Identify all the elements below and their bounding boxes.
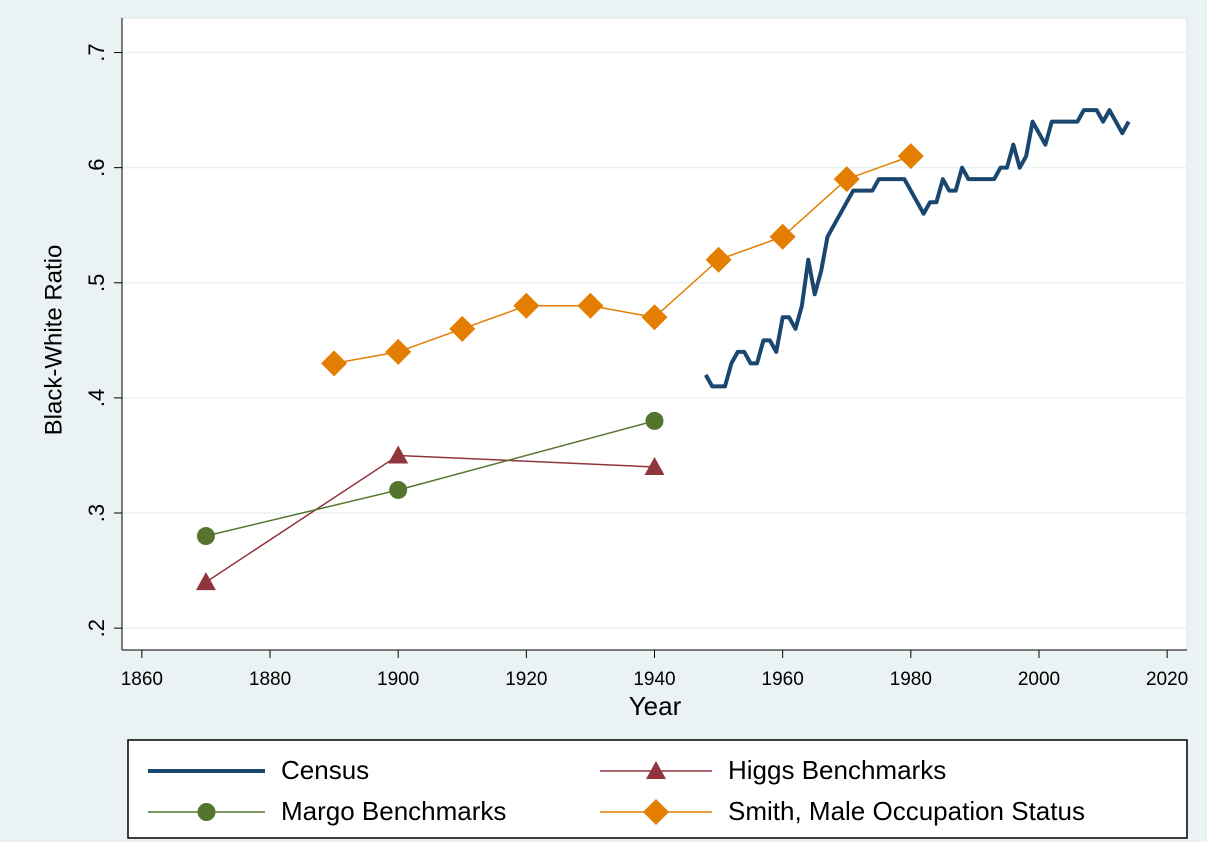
y-tick-label: .7 bbox=[84, 43, 109, 61]
y-tick-label: .6 bbox=[84, 158, 109, 176]
plot-area bbox=[121, 17, 1188, 651]
series-line bbox=[704, 108, 1131, 389]
marker bbox=[643, 799, 669, 825]
marker bbox=[389, 480, 408, 499]
marker bbox=[769, 223, 796, 250]
y-tick-label: .5 bbox=[84, 274, 109, 292]
marker bbox=[449, 315, 476, 342]
legend-label: Smith, Male Occupation Status bbox=[728, 796, 1085, 826]
marker bbox=[321, 350, 348, 377]
marker bbox=[641, 304, 668, 331]
x-tick-label: 1900 bbox=[377, 669, 419, 690]
x-tick-label: 1980 bbox=[890, 669, 932, 690]
x-tick-label: 1880 bbox=[249, 669, 291, 690]
marker bbox=[645, 411, 664, 430]
marker bbox=[833, 166, 860, 193]
marker bbox=[577, 292, 604, 319]
x-tick-label: 1920 bbox=[505, 669, 547, 690]
marker bbox=[196, 527, 215, 546]
marker bbox=[897, 143, 924, 170]
x-tick-label: 2000 bbox=[1018, 669, 1060, 690]
series-line bbox=[333, 155, 912, 365]
marker bbox=[513, 292, 540, 319]
x-axis-title: Year bbox=[629, 691, 682, 721]
marker bbox=[644, 456, 665, 475]
legend-label: Margo Benchmarks bbox=[281, 796, 506, 826]
y-tick-label: .4 bbox=[84, 389, 109, 407]
y-axis-title: Black-White Ratio bbox=[40, 245, 67, 436]
marker bbox=[195, 572, 216, 591]
marker bbox=[646, 761, 666, 779]
y-tick-label: .3 bbox=[84, 504, 109, 522]
x-tick-label: 1860 bbox=[121, 669, 163, 690]
legend-label: Higgs Benchmarks bbox=[728, 755, 946, 785]
marker bbox=[197, 803, 216, 821]
x-tick-label: 2020 bbox=[1146, 669, 1188, 690]
x-tick-label: 1960 bbox=[762, 669, 804, 690]
marker bbox=[705, 246, 732, 273]
y-tick-label: .2 bbox=[84, 619, 109, 637]
marker bbox=[385, 338, 412, 365]
marker bbox=[388, 445, 409, 464]
legend-label: Census bbox=[281, 755, 369, 785]
x-tick-label: 1940 bbox=[633, 669, 675, 690]
